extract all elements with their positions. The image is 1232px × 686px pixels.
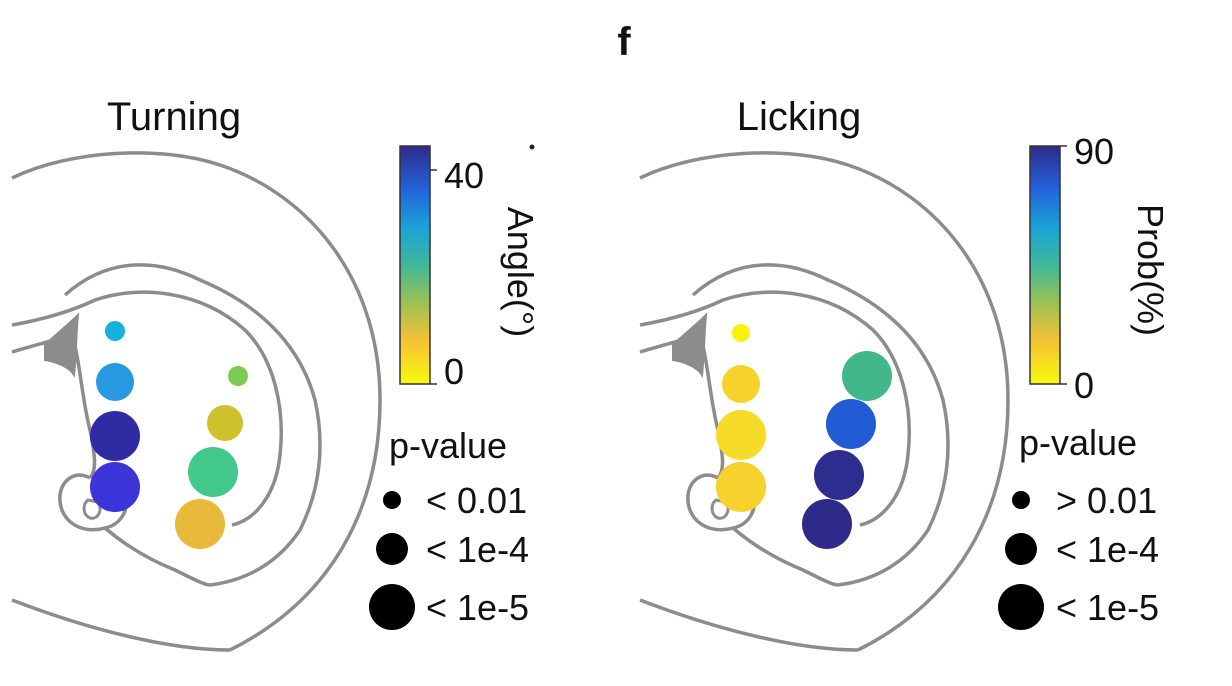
colorbar	[1029, 145, 1061, 385]
panel-label: f	[617, 20, 631, 64]
panel-title: Turning	[107, 95, 241, 139]
recording-site-marker	[732, 324, 750, 342]
legend-entry: < 1e-4	[426, 529, 529, 570]
recording-site-marker	[90, 462, 140, 512]
recording-site-marker	[207, 405, 243, 441]
legend-marker-medium	[1005, 533, 1037, 565]
colorbar	[399, 145, 431, 385]
legend-title: p-value	[1019, 422, 1137, 463]
colorbar-tick-label: 90	[1074, 131, 1114, 172]
recording-site-marker	[105, 321, 125, 341]
recording-site-marker	[814, 450, 864, 500]
recording-site-marker	[90, 411, 140, 461]
recording-sites	[716, 324, 892, 549]
legend-marker-medium	[376, 533, 408, 565]
recording-site-marker	[96, 363, 134, 401]
panel-licking: Licking 90 0 Prob(%) p-value > 0.01 < 1e…	[638, 95, 1171, 652]
colorbar-label: Prob(%)	[1130, 204, 1171, 336]
legend-marker-large	[369, 584, 415, 630]
legend-entry: < 1e-4	[1056, 529, 1159, 570]
panel-title: Licking	[737, 95, 862, 139]
recording-site-marker	[842, 351, 892, 401]
colorbar-label: Angle(°)	[500, 207, 541, 337]
recording-site-marker	[826, 399, 876, 449]
recording-site-marker	[175, 499, 225, 549]
legend-marker-large	[998, 584, 1044, 630]
recording-site-marker	[716, 410, 766, 460]
recording-site-marker	[228, 366, 248, 386]
legend-entry: > 0.01	[1056, 480, 1157, 521]
brain-outline	[638, 151, 1010, 652]
recording-site-marker	[802, 499, 852, 549]
legend-entry: < 0.01	[426, 480, 527, 521]
colorbar-tick-label: 0	[444, 351, 464, 392]
brain-outline	[10, 151, 382, 652]
legend-marker-small	[383, 491, 401, 509]
legend-marker-small	[1012, 491, 1030, 509]
recording-site-marker	[188, 447, 238, 497]
colorbar-tick-label: 40	[444, 155, 484, 196]
recording-site-marker	[722, 365, 760, 403]
legend-title: p-value	[389, 425, 507, 466]
colorbar-tick-label: 0	[1074, 365, 1094, 406]
legend-entry: < 1e-5	[1056, 587, 1159, 628]
legend-entry: < 1e-5	[426, 587, 529, 628]
recording-sites	[90, 321, 248, 549]
panel-turning: Turning 40 0 Angle(°) p-value < 0.01 < 1…	[10, 95, 541, 652]
stray-dot	[529, 144, 535, 150]
recording-site-marker	[716, 462, 766, 512]
